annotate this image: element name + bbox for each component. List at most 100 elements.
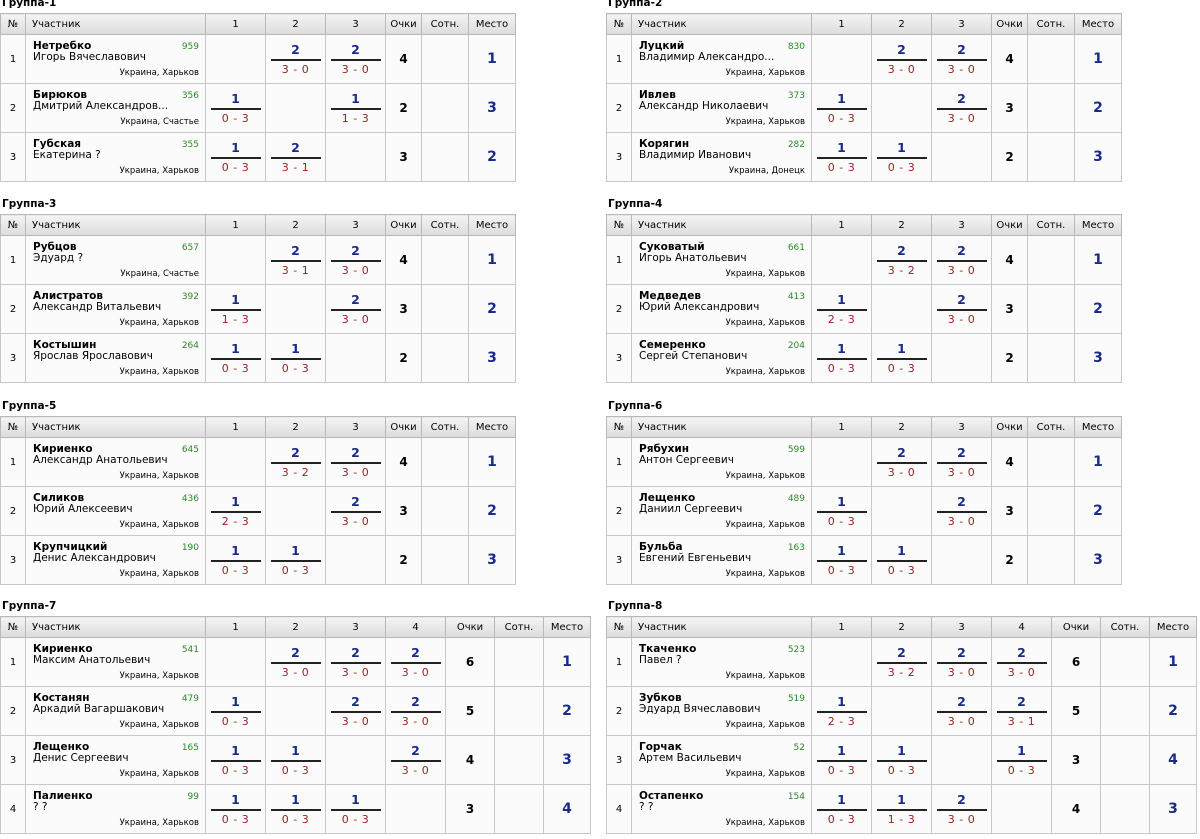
participant-surname[interactable]: Костышин [33, 339, 97, 351]
participant-cell[interactable]: Горчак Артем Васильевич 52 Украина, Харьков [631, 735, 812, 785]
match-points: 2 [330, 292, 381, 311]
participant-rating: 373 [787, 91, 805, 101]
participant-surname[interactable]: Суковатый [639, 241, 705, 253]
participant-surname[interactable]: Рубцов [33, 241, 77, 253]
participant-cell[interactable]: Палиенко? ? 99 Украина, Харьков [25, 784, 206, 834]
participant-surname[interactable]: Силиков [33, 492, 85, 504]
participant-surname[interactable]: Медведев [639, 290, 702, 302]
row-number: 1 [0, 34, 26, 84]
group-title: Группа-7 [2, 600, 57, 612]
self-match-cell [205, 34, 266, 84]
participant-cell[interactable]: Рябухин Антон Сергеевич 599 Украина, Харько… [631, 437, 812, 487]
participant-surname[interactable]: Алистратов [33, 290, 104, 302]
header-ratio: Сотн. [421, 13, 469, 35]
match-points: 1 [816, 543, 867, 562]
row-number: 1 [606, 437, 632, 487]
match-score: 1 - 3 [221, 312, 250, 326]
participant-surname[interactable]: Остапенко [639, 790, 704, 802]
participant-cell[interactable]: Медведев Юрий Александрович 413 Украина, Ха… [631, 284, 812, 334]
ratio-value [1027, 284, 1075, 334]
participant-cell[interactable]: Рубцов Эдуард ? 657 Украина, Счастье [25, 235, 206, 285]
participant-name: Денис Александрович [33, 552, 156, 564]
participant-surname[interactable]: Луцкий [639, 40, 685, 52]
participant-surname[interactable]: Ткаченко [639, 643, 697, 655]
participant-surname[interactable]: Корягин [639, 138, 690, 150]
points-value: 5 [1051, 686, 1101, 736]
participant-location: Украина, Харьков [725, 318, 805, 328]
participant-cell[interactable]: Зубков Эдуард Вячеславович 519 Украина, Хар… [631, 686, 812, 736]
participant-rating: 436 [181, 494, 199, 504]
participant-cell[interactable]: Ивлев Александр Николаевич 373 Украина, Хар… [631, 83, 812, 133]
participant-cell[interactable]: Луцкий Владимир Александро... 830 Украина, … [631, 34, 812, 84]
participant-cell[interactable]: Крупчицкий Денис Александрович 190 Украина,… [25, 535, 206, 585]
participant-surname[interactable]: Губская [33, 138, 82, 150]
participant-cell[interactable]: Остапенко? ? 154 Украина, Харьков [631, 784, 812, 834]
match-points: 2 [330, 42, 381, 61]
participant-cell[interactable]: Кириенко Максим Анатольевич 541 Украина, Ха… [25, 637, 206, 687]
row-number: 1 [0, 437, 26, 487]
participant-cell[interactable]: Бульба Евгений Евгеньевич 163 Украина, Харь… [631, 535, 812, 585]
participant-cell[interactable]: Силиков Юрий Алексеевич 436 Украина, Харько… [25, 486, 206, 536]
header-num: № [0, 13, 26, 35]
participant-cell[interactable]: Лещенко Даниил Сергеевич 489 Украина, Харьк… [631, 486, 812, 536]
participant-surname[interactable]: Нетребко [33, 40, 92, 52]
participant-cell[interactable]: Суковатый Игорь Анатольевич 661 Украина, Ха… [631, 235, 812, 285]
participant-location: Украина, Донецк [728, 166, 805, 176]
participant-surname[interactable]: Лещенко [639, 492, 696, 504]
participant-location: Украина, Харьков [725, 269, 805, 279]
participant-cell[interactable]: Лещенко Денис Сергеевич 165 Украина, Харько… [25, 735, 206, 785]
participant-cell[interactable]: Алистратов Александр Витальевич 392 Украина… [25, 284, 206, 334]
participant-surname[interactable]: Горчак [639, 741, 682, 753]
participant-surname[interactable]: Бирюков [33, 89, 88, 101]
participant-cell[interactable]: Нетребко Игорь Вячеславович 959 Украина, Ха… [25, 34, 206, 84]
header-opponent-col: 2 [265, 616, 326, 638]
ratio-value [494, 735, 544, 785]
participant-cell[interactable]: Кириенко Александр Анатольевич 645 Украина,… [25, 437, 206, 487]
points-value: 4 [385, 34, 422, 84]
participant-surname[interactable]: Семеренко [639, 339, 706, 351]
participant-cell[interactable]: Губская Екатерина ? 355 Украина, Харьков [25, 132, 206, 182]
participant-surname[interactable]: Кириенко [33, 643, 93, 655]
participant-cell[interactable]: Костышин Ярослав Ярославович 264 Украина, Х… [25, 333, 206, 383]
group-table: № Участник 1 2 3 4 Очки Сотн. Место 1 Кириенко Макс… [0, 616, 591, 834]
participant-surname[interactable]: Ивлев [639, 89, 676, 101]
participant-cell[interactable]: Костанян Аркадий Вагаршакович 479 Украина, … [25, 686, 206, 736]
participant-cell[interactable]: Семеренко Сергей Степанович 204 Украина, Ха… [631, 333, 812, 383]
ratio-value [421, 235, 469, 285]
match-points: 1 [210, 694, 261, 713]
participant-surname[interactable]: Лещенко [33, 741, 90, 753]
participant-surname[interactable]: Рябухин [639, 443, 689, 455]
participant-surname[interactable]: Крупчицкий [33, 541, 108, 553]
participant-cell[interactable]: Бирюков Дмитрий Александров... 356 Украина,… [25, 83, 206, 133]
header-participant: Участник [631, 13, 812, 35]
participant-surname[interactable]: Костанян [33, 692, 90, 704]
self-match-cell [931, 132, 992, 182]
group-table: № Участник 1 2 3 Очки Сотн. Место 1 Кириенко Алекс… [0, 416, 516, 585]
participant-cell[interactable]: Корягин Владимир Иванович 282 Украина, Доне… [631, 132, 812, 182]
participant-surname[interactable]: Палиенко [33, 790, 93, 802]
match-points: 2 [270, 645, 321, 664]
row-number: 1 [0, 637, 26, 687]
participant-location: Украина, Харьков [119, 818, 199, 828]
participant-surname[interactable]: Бульба [639, 541, 683, 553]
participant-surname[interactable]: Зубков [639, 692, 682, 704]
header-opponent-col: 3 [931, 13, 992, 35]
points-value: 4 [385, 235, 422, 285]
match-score: 0 - 3 [221, 812, 250, 826]
participant-cell[interactable]: Ткаченко Павел ? 523 Украина, Харьков [631, 637, 812, 687]
match-score: 0 - 3 [827, 812, 856, 826]
participant-surname[interactable]: Кириенко [33, 443, 93, 455]
